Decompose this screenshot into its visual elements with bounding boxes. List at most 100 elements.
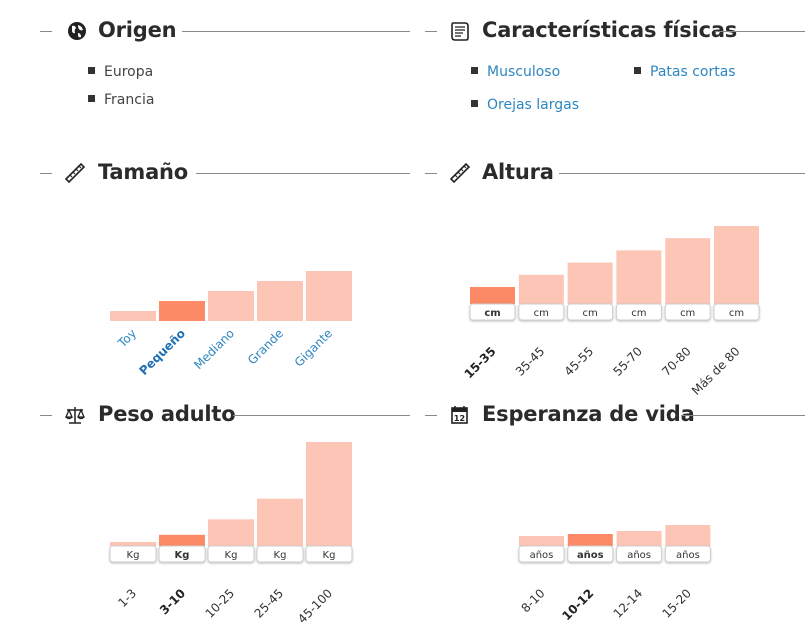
bar-altura-4 xyxy=(665,238,711,304)
unit-badge-altura-1 xyxy=(518,303,565,321)
section-title: Características físicas xyxy=(482,18,738,42)
tick-label-altura-3: 55-70 xyxy=(610,344,645,379)
scale-icon xyxy=(65,407,85,424)
header-rule xyxy=(182,31,410,32)
unit-label-esperanza-0: años xyxy=(530,550,554,561)
header-rule xyxy=(559,173,805,174)
list-item-patas-cortas[interactable]: Patas cortas xyxy=(634,64,736,80)
bar-tamano-3 xyxy=(257,281,303,321)
svg-text:12: 12 xyxy=(454,414,465,423)
list-item: Francia xyxy=(88,92,154,108)
section-peso: Peso adulto xyxy=(40,401,410,431)
tick-label-peso-3: 25-45 xyxy=(252,586,287,621)
unit-label-altura-4: cm xyxy=(680,308,695,319)
header-rule xyxy=(715,31,805,32)
header-dash xyxy=(40,173,52,174)
bar-peso-0 xyxy=(110,542,156,546)
bar-peso-1 xyxy=(159,534,205,546)
header-dash xyxy=(40,31,52,32)
tick-label-peso-0: 1-3 xyxy=(115,586,139,610)
tick-label-tamano-3: Grande xyxy=(245,326,286,367)
tick-label-esperanza-2: 12-14 xyxy=(611,586,646,621)
list-item: Europa xyxy=(88,64,153,80)
section-title: Peso adulto xyxy=(98,402,236,426)
bar-altura-3 xyxy=(616,250,662,304)
section-tamano: Tamaño xyxy=(40,159,410,189)
bar-esperanza-3 xyxy=(665,525,711,546)
bar-esperanza-1 xyxy=(567,534,613,546)
unit-badge-peso-2 xyxy=(207,545,255,563)
unit-label-altura-0: cm xyxy=(484,308,500,319)
bar-altura-5 xyxy=(714,226,759,304)
unit-badge-altura-3 xyxy=(615,303,662,321)
tick-label-peso-4: 45-100 xyxy=(295,586,335,626)
unit-label-esperanza-3: años xyxy=(676,550,700,561)
unit-badge-altura-0 xyxy=(469,303,516,321)
tick-label-altura-5: Más de 80 xyxy=(689,344,743,398)
unit-label-peso-2: Kg xyxy=(225,550,238,561)
section-title: Tamaño xyxy=(98,160,189,184)
ruler-icon xyxy=(64,162,86,184)
bar-tamano-2 xyxy=(208,291,254,321)
ruler-icon xyxy=(449,162,471,184)
bar-tamano-4 xyxy=(306,271,352,321)
unit-badge-peso-0 xyxy=(109,545,157,563)
header-dash xyxy=(425,31,437,32)
scroll-icon xyxy=(451,22,469,41)
tick-label-tamano-4: Gigante xyxy=(292,326,335,369)
tick-label-altura-4: 70-80 xyxy=(659,344,694,379)
header-rule xyxy=(681,415,805,416)
header-rule xyxy=(196,173,410,174)
bar-peso-4 xyxy=(306,442,352,546)
unit-label-peso-4: Kg xyxy=(323,550,336,561)
tick-label-esperanza-3: 15-20 xyxy=(659,586,694,621)
bar-altura-0 xyxy=(470,287,515,304)
unit-label-esperanza-2: años xyxy=(627,550,651,561)
list-item-musculoso[interactable]: Musculoso xyxy=(471,64,560,80)
tick-label-altura-1: 35-45 xyxy=(513,344,548,379)
tick-label-esperanza-0: 8-10 xyxy=(518,586,547,615)
unit-label-peso-3: Kg xyxy=(274,550,287,561)
header-rule xyxy=(233,415,410,416)
unit-badge-esperanza-3 xyxy=(664,545,711,563)
section-origen: Origen xyxy=(40,17,410,47)
tick-label-tamano-0: Toy xyxy=(115,326,140,351)
bar-esperanza-0 xyxy=(519,536,564,546)
section-altura: Altura xyxy=(425,159,805,189)
header-dash xyxy=(425,173,437,174)
section-title: Altura xyxy=(482,160,554,184)
calendar-icon: 12 xyxy=(451,406,468,424)
unit-label-altura-1: cm xyxy=(534,308,549,319)
list-item-orejas-largas[interactable]: Orejas largas xyxy=(471,97,579,113)
section-title: Esperanza de vida xyxy=(482,402,695,426)
bar-altura-2 xyxy=(567,262,613,304)
bar-altura-1 xyxy=(518,274,564,304)
header-dash xyxy=(425,415,437,416)
tick-label-tamano-1: Pequeño xyxy=(137,326,189,378)
section-caracteristicas: Características físicas xyxy=(425,17,805,47)
bar-tamano-1 xyxy=(159,301,205,321)
bar-esperanza-2 xyxy=(616,531,662,546)
unit-label-altura-2: cm xyxy=(582,308,597,319)
unit-badge-altura-2 xyxy=(567,303,614,321)
unit-badge-peso-4 xyxy=(305,545,353,563)
unit-badge-altura-4 xyxy=(664,303,711,321)
unit-label-peso-1: Kg xyxy=(175,550,190,561)
unit-badge-esperanza-2 xyxy=(616,545,663,563)
section-esperanza: 12 Esperanza de vida xyxy=(425,401,805,431)
unit-badge-peso-1 xyxy=(158,545,206,563)
globe-icon xyxy=(68,22,86,40)
tick-label-tamano-2: Mediano xyxy=(191,326,237,372)
tick-label-esperanza-1: 10-12 xyxy=(559,586,596,623)
header-dash xyxy=(40,415,52,416)
unit-label-peso-0: Kg xyxy=(127,550,140,561)
bar-peso-2 xyxy=(208,519,254,546)
section-title: Origen xyxy=(98,18,177,42)
tick-label-peso-1: 3-10 xyxy=(157,586,188,617)
unit-badge-peso-3 xyxy=(256,545,304,563)
unit-label-altura-5: cm xyxy=(729,308,744,319)
unit-badge-esperanza-0 xyxy=(518,545,565,563)
bar-peso-3 xyxy=(257,498,303,546)
unit-badge-altura-5 xyxy=(713,303,760,321)
